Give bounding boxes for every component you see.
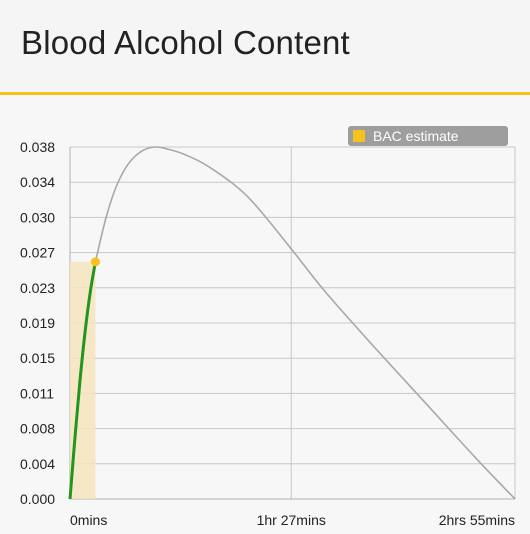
x-tick-label: 1hr 27mins <box>257 512 326 528</box>
y-tick-label: 0.030 <box>20 209 55 225</box>
x-tick-label: 2hrs 55mins <box>439 512 515 528</box>
app-header: Blood Alcohol Content <box>0 0 530 95</box>
y-tick-label: 0.023 <box>20 280 55 296</box>
series-line-projection <box>94 146 516 500</box>
bac-chart-container: 0.000 0.004 0.008 0.011 0.015 0.019 0.023 0.027… <box>0 95 530 534</box>
y-tick-label: 0.011 <box>20 385 54 401</box>
y-tick-label: 0.038 <box>20 139 55 155</box>
legend-swatch <box>353 130 365 142</box>
y-tick-label: 0.008 <box>20 421 55 437</box>
chart-grid <box>69 146 516 500</box>
bac-chart: 0.000 0.004 0.008 0.011 0.015 0.019 0.023 0.027… <box>20 126 516 528</box>
chart-legend: BAC estimate <box>348 126 508 146</box>
y-tick-label: 0.019 <box>20 315 55 331</box>
current-bac-marker <box>90 257 100 267</box>
page-title: Blood Alcohol Content <box>21 24 350 61</box>
series-line-current <box>68 261 97 500</box>
x-axis-labels: 0mins 1hr 27mins 2hrs 55mins <box>70 512 515 528</box>
legend-label: BAC estimate <box>373 128 459 144</box>
y-tick-label: 0.027 <box>20 245 55 261</box>
chart-series <box>68 146 516 500</box>
y-tick-label: 0.015 <box>20 350 55 366</box>
y-tick-label: 0.004 <box>20 456 55 472</box>
x-tick-label: 0mins <box>70 512 107 528</box>
y-axis-labels: 0.000 0.004 0.008 0.011 0.015 0.019 0.023 0.027… <box>20 139 55 507</box>
legend-box <box>348 126 508 146</box>
y-tick-label: 0.034 <box>20 174 55 190</box>
y-tick-label: 0.000 <box>20 491 55 507</box>
